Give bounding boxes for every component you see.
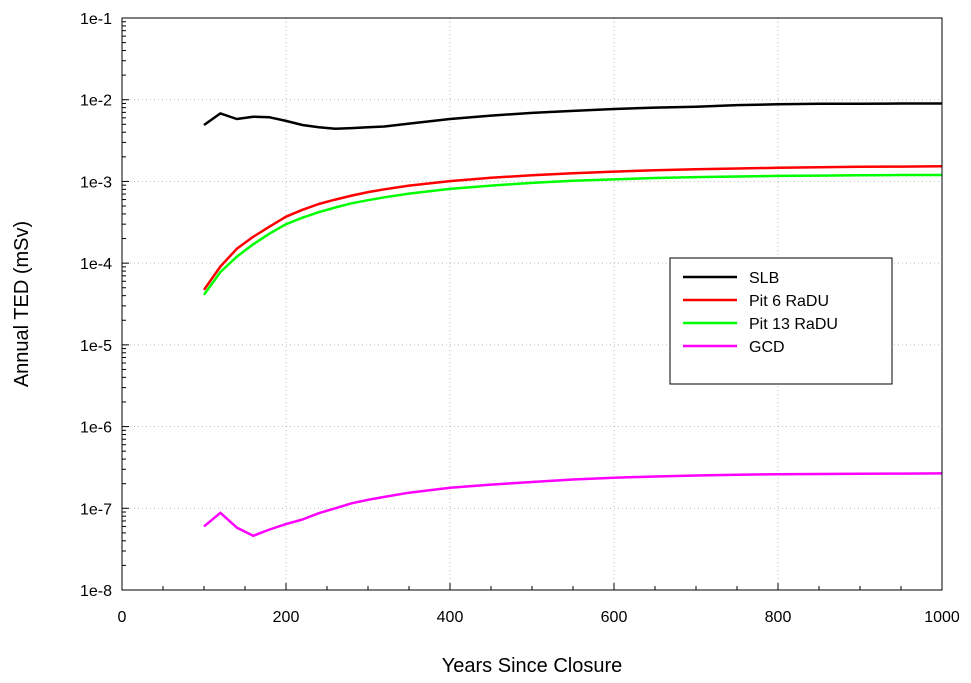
- x-tick-label: 200: [273, 609, 300, 626]
- x-tick-label: 600: [601, 609, 628, 626]
- x-axis-title: Years Since Closure: [442, 655, 622, 677]
- legend: SLB Pit 6 RaDU Pit 13 RaDU GCD: [669, 257, 893, 385]
- y-tick-label: 1e-2: [80, 93, 112, 110]
- legend-label-slb: SLB: [749, 270, 779, 287]
- x-tick-label: 400: [437, 609, 464, 626]
- y-tick-label: 1e-4: [80, 256, 112, 273]
- series-line-pit-13-radu: [202, 173, 942, 296]
- series-lines: [202, 102, 943, 538]
- y-tick-label: 1e-1: [80, 11, 112, 28]
- series-line-pit-6-radu: [202, 165, 943, 291]
- y-axis-title: Annual TED (mSv): [11, 221, 33, 387]
- axes: [121, 17, 943, 591]
- x-tick-label: 800: [765, 609, 792, 626]
- x-tick-label: 1000: [924, 609, 960, 626]
- series-line-gcd: [203, 472, 943, 538]
- y-tick-label: 1e-5: [80, 338, 112, 355]
- y-tick-label: 1e-7: [80, 501, 112, 518]
- y-tick-label: 1e-6: [80, 420, 112, 437]
- legend-box: [669, 257, 893, 385]
- series-line-slb: [203, 102, 942, 131]
- legend-label-gcd: GCD: [749, 339, 785, 356]
- legend-label-pit-6-radu: Pit 6 RaDU: [749, 293, 829, 310]
- tick-labels: 0 200 400 600 800 1000 1e-8 1e-7 1e-6 1e-5 1e-4 1e-…: [80, 11, 960, 626]
- legend-label-pit-13-radu: Pit 13 RaDU: [749, 316, 838, 333]
- x-tick-label: 0: [118, 609, 127, 626]
- y-tick-label: 1e-3: [80, 174, 112, 191]
- y-tick-label: 1e-8: [80, 583, 112, 600]
- grid-lines: [122, 18, 942, 590]
